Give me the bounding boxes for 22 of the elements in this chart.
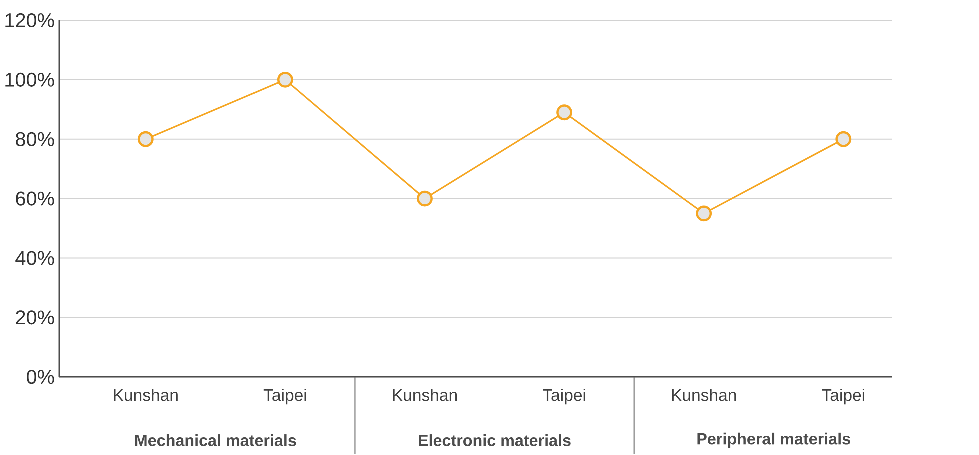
y-tick-label: 40%	[16, 251, 54, 266]
point	[836, 131, 852, 148]
x-tick-label: Kunshan	[393, 388, 458, 402]
y-tick-label: 80%	[16, 132, 54, 146]
text: Electronic materials	[419, 434, 571, 446]
point	[696, 206, 712, 222]
text: Mechanical materials	[135, 434, 296, 446]
y-tick-label: 0%	[27, 370, 54, 384]
point	[417, 190, 433, 207]
x-tick-label: Taipei	[264, 388, 306, 404]
point	[556, 104, 572, 120]
y-tick-label: 60%	[16, 192, 54, 206]
text: Peripheral materials	[698, 432, 850, 448]
x-tick-label: Kunshan	[114, 388, 178, 402]
y-tick-label: 120%	[6, 13, 54, 28]
y-tick-label: 20%	[16, 310, 54, 325]
point	[138, 131, 154, 148]
point	[277, 72, 294, 88]
x-tick-label: Taipei	[822, 388, 864, 404]
y-tick-label: 100%	[6, 72, 54, 87]
x-tick-label: Taipei	[543, 388, 586, 404]
x-tick-label: Kunshan	[672, 388, 736, 402]
